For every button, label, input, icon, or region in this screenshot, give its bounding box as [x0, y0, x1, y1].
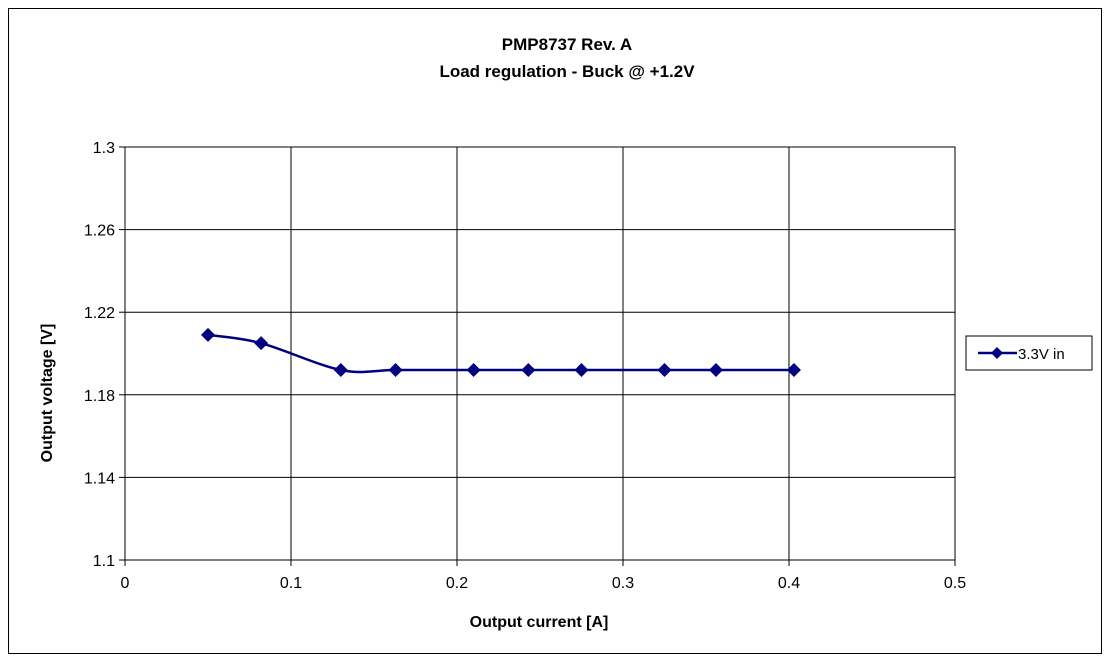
y-tick-label: 1.26	[84, 223, 115, 240]
data-point-marker	[466, 363, 481, 378]
data-point-marker	[333, 363, 348, 378]
legend: 3.3V in	[965, 335, 1093, 371]
x-tick-label: 0.1	[280, 575, 302, 592]
series-line	[207, 333, 794, 374]
data-point-marker	[388, 363, 403, 378]
x-tick-label: 0.4	[778, 575, 800, 592]
chart-subtitle: Load regulation - Buck @ +1.2V	[439, 62, 695, 81]
chart-frame	[8, 8, 1102, 654]
series-layer	[201, 327, 801, 378]
data-point-marker	[708, 363, 723, 378]
legend-entry-label: 3.3V in	[1018, 346, 1065, 363]
x-tick-label: 0	[121, 575, 130, 592]
axis-ticks: 1.1 1.14 1.18 1.22 1.26 1.3 0 0.1 0.2 0.3 0.4 0.5	[84, 140, 966, 592]
y-tick-label: 1.22	[84, 305, 115, 322]
y-tick-label: 1.18	[84, 388, 115, 405]
x-tick-label: 0.5	[944, 575, 966, 592]
data-point-marker	[254, 336, 269, 351]
x-axis-title: Output current [A]	[470, 614, 609, 631]
data-point-marker	[657, 363, 672, 378]
grid	[124, 146, 956, 561]
legend-marker	[991, 347, 1003, 359]
y-tick-label: 1.3	[93, 140, 115, 157]
plot-area	[124, 146, 956, 561]
y-axis-title: Output voltage [V]	[39, 324, 56, 463]
x-tick-label: 0.2	[446, 575, 468, 592]
data-point-marker	[574, 363, 589, 378]
chart-title: PMP8737 Rev. A	[502, 35, 632, 54]
data-point-marker	[521, 363, 536, 378]
data-point-marker	[201, 327, 215, 342]
x-tick-label: 0.3	[612, 575, 634, 592]
y-tick-label: 1.1	[93, 553, 115, 570]
y-tick-label: 1.14	[84, 470, 115, 487]
data-point-marker	[786, 363, 801, 378]
